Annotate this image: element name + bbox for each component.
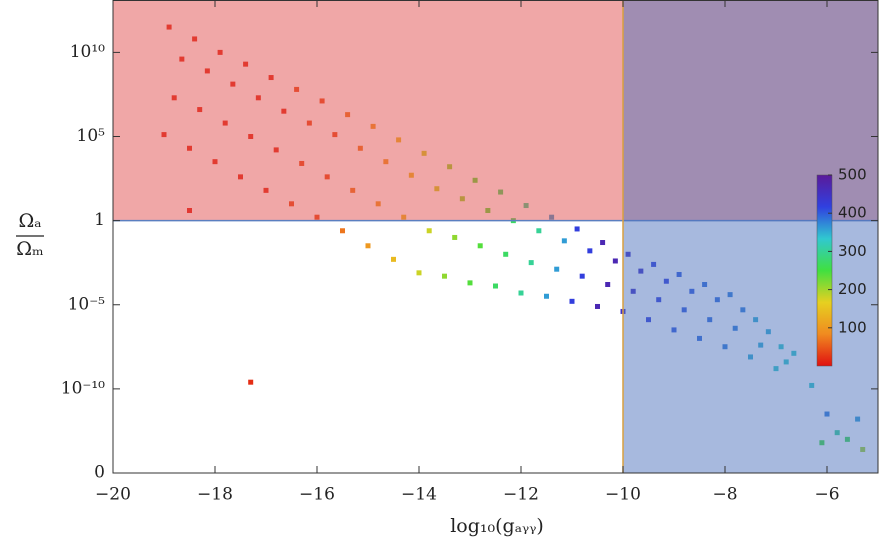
point	[340, 228, 345, 234]
y-tick-label: 1	[94, 210, 105, 230]
y-tick-label: 0	[94, 463, 105, 483]
x-tick-label: −10	[605, 485, 641, 505]
x-tick-label: −20	[95, 485, 131, 505]
point	[600, 240, 606, 246]
colorbar-tick-label: 300	[838, 242, 867, 260]
point	[426, 228, 432, 234]
point	[528, 260, 534, 266]
point	[579, 273, 585, 279]
point	[467, 280, 473, 286]
point	[561, 238, 567, 244]
x-axis-label: log₁₀(gₐᵧᵧ)	[450, 515, 544, 537]
colorbar-scale	[816, 174, 833, 367]
point	[574, 226, 580, 232]
colorbar: 100 200 300 400 500	[816, 166, 867, 367]
point	[605, 281, 611, 287]
point	[365, 243, 371, 249]
point	[544, 293, 549, 299]
point	[587, 248, 593, 254]
y-axis-label-denominator: Ωₘ	[16, 238, 44, 260]
colorbar-tick-label: 400	[838, 204, 867, 222]
y-tick-label: 10¹⁰	[70, 42, 105, 62]
y-axis-label-numerator: Ωₐ	[18, 210, 41, 232]
x-tick-label: −8	[712, 485, 737, 505]
point	[416, 270, 422, 276]
point	[503, 251, 509, 257]
y-tick-label: 10⁻¹⁰	[61, 378, 105, 398]
x-tick-label: −14	[401, 485, 437, 505]
y-tick-label: 10⁵	[77, 126, 106, 146]
point	[391, 256, 396, 262]
point	[518, 290, 524, 296]
point	[554, 266, 560, 272]
x-tick-label: −16	[299, 485, 335, 505]
point	[493, 283, 498, 289]
point	[595, 303, 600, 309]
point	[612, 258, 618, 264]
shaded-region	[623, 0, 878, 473]
x-tick-label: −18	[197, 485, 233, 505]
x-tick-label: −12	[503, 485, 539, 505]
x-tick-label: −6	[814, 485, 839, 505]
colorbar-tick-label: 200	[838, 280, 867, 298]
point	[536, 228, 542, 234]
colorbar-tick-label: 100	[838, 318, 867, 336]
point	[442, 273, 447, 279]
point	[452, 234, 458, 240]
colorbar-tick-label: 500	[838, 166, 867, 184]
y-tick-label: 10⁻⁵	[68, 294, 106, 314]
point	[477, 243, 483, 249]
plot-frame	[112, 0, 879, 474]
point	[248, 379, 254, 385]
point	[569, 298, 575, 304]
